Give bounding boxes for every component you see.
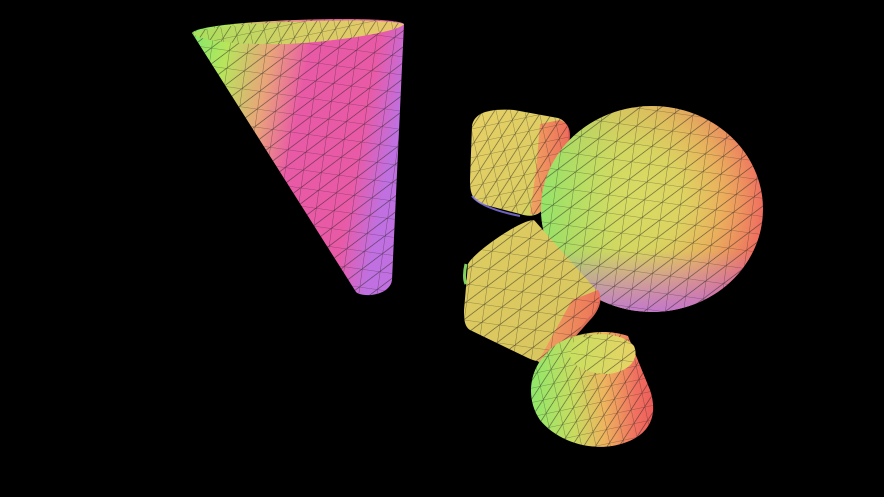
ellipsoid-mesh[interactable] — [541, 106, 763, 312]
truncated-cone-mesh[interactable] — [530, 331, 654, 447]
large-cube-mesh[interactable] — [463, 220, 601, 363]
cone-mesh[interactable] — [192, 18, 404, 296]
